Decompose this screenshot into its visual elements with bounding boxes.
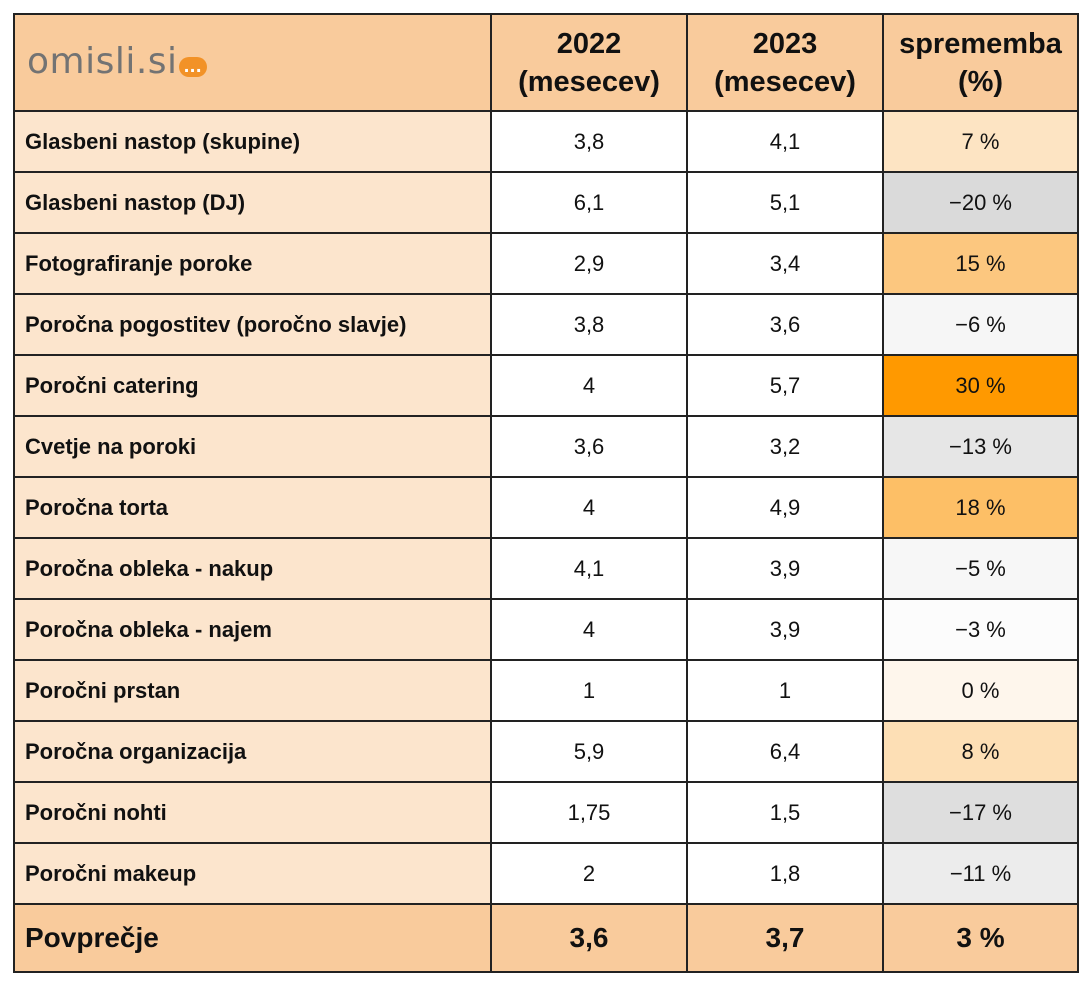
row-value-2023: 6,4 xyxy=(686,720,884,783)
header-change: sprememba (%) xyxy=(882,13,1079,112)
header-2023-year: 2023 xyxy=(752,27,818,60)
header-2023-unit: (mesecev) xyxy=(714,65,856,98)
average-2023: 3,7 xyxy=(686,903,884,973)
row-label: Poročna pogostitev (poročno slavje) xyxy=(13,293,492,356)
row-value-2022: 4 xyxy=(490,598,688,661)
row-value-2022: 3,6 xyxy=(490,415,688,478)
header-2022: 2022 (mesecev) xyxy=(490,13,688,112)
header-change-title: sprememba xyxy=(899,27,1062,60)
row-value-2022: 4 xyxy=(490,476,688,539)
row-label: Poročna obleka - najem xyxy=(13,598,492,661)
row-value-2023: 5,7 xyxy=(686,354,884,417)
omisli-logo: omisli.si ... xyxy=(27,40,207,82)
row-change: −13 % xyxy=(882,415,1079,478)
row-value-2022: 1,75 xyxy=(490,781,688,844)
logo-text: omisli.si xyxy=(27,40,178,82)
row-change: −3 % xyxy=(882,598,1079,661)
table-row: Poročni makeup 2 1,8 −11 % xyxy=(13,842,1079,905)
row-value-2023: 3,6 xyxy=(686,293,884,356)
row-change: −6 % xyxy=(882,293,1079,356)
row-value-2023: 4,9 xyxy=(686,476,884,539)
row-value-2022: 6,1 xyxy=(490,171,688,234)
row-change: 7 % xyxy=(882,110,1079,173)
table-row: Poročna pogostitev (poročno slavje) 3,8 3,… xyxy=(13,293,1079,356)
header-2022-unit: (mesecev) xyxy=(518,65,660,98)
average-2022: 3,6 xyxy=(490,903,688,973)
row-change: 18 % xyxy=(882,476,1079,539)
row-value-2023: 3,9 xyxy=(686,598,884,661)
chat-bubble-icon: ... xyxy=(178,56,207,77)
row-change: 15 % xyxy=(882,232,1079,295)
row-label: Poročna obleka - nakup xyxy=(13,537,492,600)
wedding-booking-table: omisli.si ... 2022 (mesecev) 2023 (mesec… xyxy=(13,13,1079,973)
table-body: Glasbeni nastop (skupine) 3,8 4,1 7 % Glasbe… xyxy=(13,110,1079,905)
row-change: 0 % xyxy=(882,659,1079,722)
row-value-2022: 1 xyxy=(490,659,688,722)
row-value-2022: 2,9 xyxy=(490,232,688,295)
row-value-2022: 2 xyxy=(490,842,688,905)
average-row: Povprečje 3,6 3,7 3 % xyxy=(13,903,1079,973)
table-row: Cvetje na poroki 3,6 3,2 −13 % xyxy=(13,415,1079,478)
average-change: 3 % xyxy=(882,903,1079,973)
row-change: −20 % xyxy=(882,171,1079,234)
row-value-2022: 3,8 xyxy=(490,110,688,173)
row-change: 8 % xyxy=(882,720,1079,783)
row-value-2023: 5,1 xyxy=(686,171,884,234)
row-value-2023: 3,4 xyxy=(686,232,884,295)
table-row: Glasbeni nastop (DJ) 6,1 5,1 −20 % xyxy=(13,171,1079,234)
row-label: Poročni catering xyxy=(13,354,492,417)
row-value-2022: 4,1 xyxy=(490,537,688,600)
table-row: Poročni catering 4 5,7 30 % xyxy=(13,354,1079,417)
row-label: Glasbeni nastop (skupine) xyxy=(13,110,492,173)
row-change: −11 % xyxy=(882,842,1079,905)
row-label: Fotografiranje poroke xyxy=(13,232,492,295)
row-label: Poročna organizacija xyxy=(13,720,492,783)
table-row: Poročna obleka - nakup 4,1 3,9 −5 % xyxy=(13,537,1079,600)
row-value-2022: 3,8 xyxy=(490,293,688,356)
table-row: Poročna obleka - najem 4 3,9 −3 % xyxy=(13,598,1079,661)
header-change-unit: (%) xyxy=(957,65,1004,98)
table-row: Poročni prstan 1 1 0 % xyxy=(13,659,1079,722)
row-value-2023: 1,5 xyxy=(686,781,884,844)
row-change: −5 % xyxy=(882,537,1079,600)
row-label: Glasbeni nastop (DJ) xyxy=(13,171,492,234)
average-label: Povprečje xyxy=(13,903,492,973)
row-value-2023: 3,9 xyxy=(686,537,884,600)
table-row: Poročna organizacija 5,9 6,4 8 % xyxy=(13,720,1079,783)
row-label: Poročna torta xyxy=(13,476,492,539)
row-change: −17 % xyxy=(882,781,1079,844)
header-row: omisli.si ... 2022 (mesecev) 2023 (mesec… xyxy=(13,13,1079,112)
header-2022-year: 2022 xyxy=(556,27,622,60)
logo-cell: omisli.si ... xyxy=(13,13,492,112)
table-row: Fotografiranje poroke 2,9 3,4 15 % xyxy=(13,232,1079,295)
row-change: 30 % xyxy=(882,354,1079,417)
header-2023: 2023 (mesecev) xyxy=(686,13,884,112)
row-label: Cvetje na poroki xyxy=(13,415,492,478)
row-label: Poročni makeup xyxy=(13,842,492,905)
table-row: Glasbeni nastop (skupine) 3,8 4,1 7 % xyxy=(13,110,1079,173)
row-value-2023: 3,2 xyxy=(686,415,884,478)
row-value-2023: 1,8 xyxy=(686,842,884,905)
row-value-2022: 5,9 xyxy=(490,720,688,783)
row-label: Poročni nohti xyxy=(13,781,492,844)
row-label: Poročni prstan xyxy=(13,659,492,722)
price-table-container: omisli.si ... 2022 (mesecev) 2023 (mesec… xyxy=(13,13,1079,973)
row-value-2023: 1 xyxy=(686,659,884,722)
table-row: Poročni nohti 1,75 1,5 −17 % xyxy=(13,781,1079,844)
row-value-2022: 4 xyxy=(490,354,688,417)
table-row: Poročna torta 4 4,9 18 % xyxy=(13,476,1079,539)
row-value-2023: 4,1 xyxy=(686,110,884,173)
